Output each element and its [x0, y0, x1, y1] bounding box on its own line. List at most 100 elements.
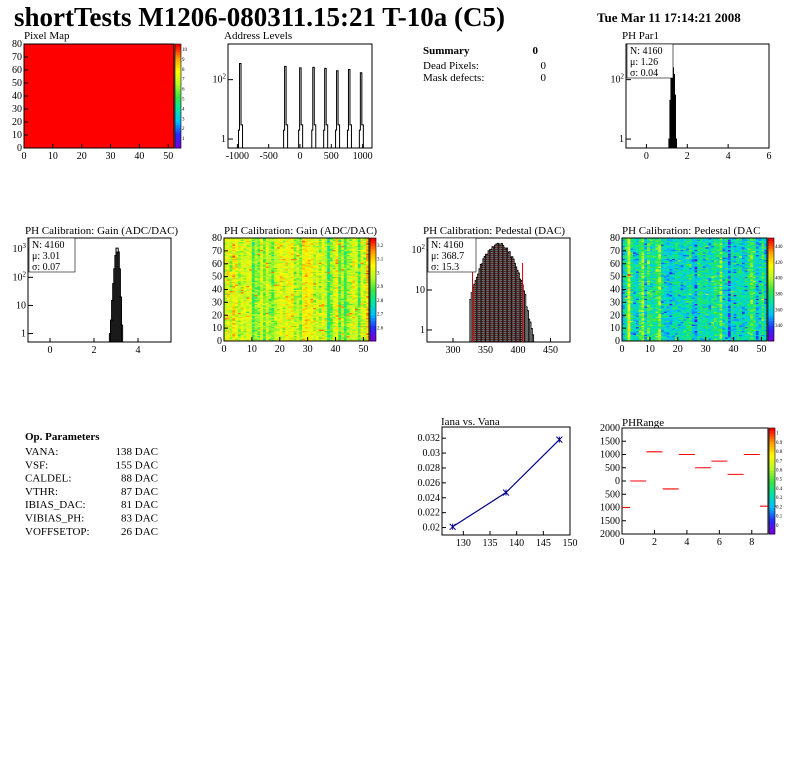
heatmap-cell — [310, 322, 314, 325]
heatmap-cell — [341, 270, 345, 272]
heatmap-cell — [338, 247, 342, 249]
heatmap-cell — [622, 271, 626, 274]
heatmap-cell — [346, 315, 350, 317]
heatmap-cell — [366, 297, 370, 299]
heatmap-cell — [271, 277, 275, 280]
heatmap-cell — [229, 248, 233, 250]
heatmap-cell — [254, 288, 258, 290]
heatmap-cell — [327, 258, 331, 261]
heatmap-cell — [246, 330, 250, 333]
heatmap-cell — [249, 321, 253, 324]
heatmap-cell — [630, 306, 634, 308]
heatmap-cell — [224, 329, 228, 331]
heatmap-cell — [268, 290, 272, 293]
heatmap-cell — [307, 311, 311, 313]
heatmap-cell — [257, 319, 261, 321]
heatmap-cell — [329, 326, 334, 329]
heatmap-cell — [224, 258, 228, 261]
heatmap-cell — [352, 303, 356, 306]
color-bar-cell — [175, 122, 181, 126]
color-bar-cell — [175, 142, 181, 146]
heatmap-cell — [293, 310, 297, 312]
heatmap-cell — [260, 259, 264, 262]
heatmap-cell — [327, 324, 331, 326]
heatmap-cell — [332, 271, 336, 274]
heatmap-cell — [355, 297, 359, 299]
heatmap-cell — [237, 301, 242, 303]
heatmap-cell — [630, 256, 634, 258]
heatmap-cell — [243, 338, 247, 341]
x-tick-label: 450 — [543, 345, 558, 356]
heatmap-cell — [274, 315, 278, 317]
heatmap-cell — [635, 292, 640, 294]
heatmap-cell — [257, 270, 261, 272]
heatmap-cell — [638, 303, 642, 306]
heatmap-cell — [229, 258, 233, 261]
heatmap-cell — [304, 272, 308, 275]
heatmap-cell — [232, 270, 236, 272]
heatmap-cell — [296, 285, 300, 288]
heatmap-cell — [349, 293, 353, 295]
heatmap-cell — [246, 263, 250, 266]
heatmap-cell — [318, 250, 322, 253]
heatmap-cell — [627, 261, 631, 263]
heatmap-cell — [633, 299, 637, 302]
heatmap-cell — [285, 310, 289, 312]
heatmap-cell — [324, 268, 328, 271]
heatmap-cell — [288, 268, 292, 271]
heatmap-cell — [274, 277, 278, 280]
heatmap-cell — [290, 308, 295, 311]
heatmap-cell — [638, 330, 642, 333]
heatmap-cell — [260, 299, 264, 302]
heatmap-cell — [627, 302, 631, 304]
heatmap-cell — [285, 334, 289, 337]
heatmap-cell — [229, 276, 233, 279]
heatmap-cell — [304, 281, 308, 284]
heatmap-cell — [263, 320, 267, 322]
heatmap-cell — [329, 254, 334, 257]
heatmap-cell — [276, 266, 281, 268]
heatmap-cell — [293, 292, 297, 294]
heatmap-cell — [251, 263, 255, 266]
heatmap-cell — [341, 279, 345, 281]
heatmap-cell — [635, 258, 640, 261]
heatmap-cell — [237, 252, 242, 254]
heatmap-cell — [224, 302, 228, 304]
heatmap-cell — [304, 292, 308, 294]
heatmap-cell — [237, 306, 242, 308]
heatmap-cell — [251, 298, 255, 301]
color-bar-cell — [370, 294, 376, 298]
heatmap-cell — [260, 266, 264, 268]
heatmap-cell — [318, 267, 322, 270]
heatmap-cell — [251, 311, 255, 313]
heatmap-cell — [304, 326, 308, 329]
heatmap-cell — [627, 316, 631, 319]
heatmap-cell — [335, 262, 339, 265]
heatmap-cell — [276, 317, 281, 320]
heatmap-cell — [251, 265, 255, 267]
heatmap-cell — [635, 298, 640, 301]
heatmap-cell — [288, 329, 292, 331]
heatmap-cell — [254, 253, 258, 256]
heatmap-cell — [627, 265, 631, 267]
heatmap-cell — [299, 317, 303, 320]
heatmap-cell — [633, 321, 637, 324]
heatmap-cell — [290, 299, 295, 302]
heatmap-cell — [235, 258, 239, 261]
heatmap-cell — [226, 241, 230, 244]
heatmap-cell — [260, 295, 264, 298]
heatmap-cell — [251, 241, 255, 244]
heatmap-cell — [290, 310, 295, 312]
heatmap-cell — [357, 290, 361, 293]
heatmap-cell — [243, 284, 247, 286]
heatmap-cell — [296, 286, 300, 289]
heatmap-cell — [268, 338, 272, 341]
heatmap-cell — [254, 238, 258, 240]
heatmap-cell — [296, 301, 300, 303]
heatmap-cell — [627, 268, 631, 271]
heatmap-cell — [299, 337, 303, 339]
heatmap-cell — [249, 267, 253, 270]
heatmap-cell — [229, 310, 233, 312]
heatmap-cell — [232, 303, 236, 306]
heatmap-cell — [260, 265, 264, 267]
